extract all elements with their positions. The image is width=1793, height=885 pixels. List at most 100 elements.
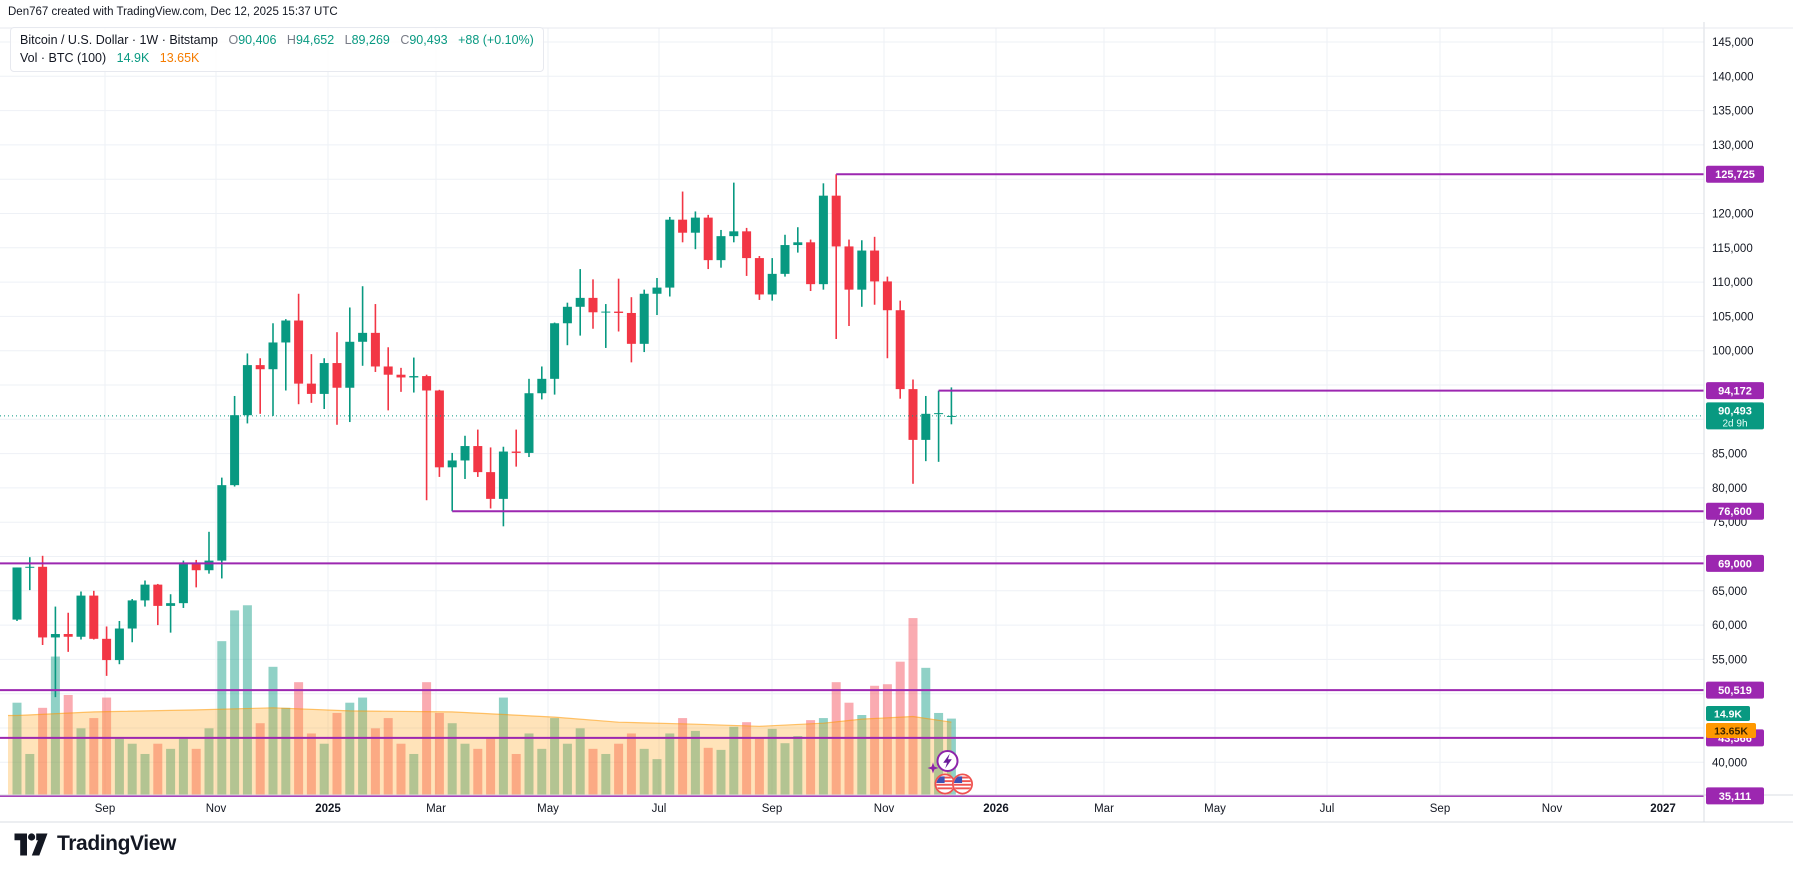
volume-bar [665, 733, 675, 795]
volume-bar [780, 743, 790, 795]
time-axis-tick-label[interactable]: Jul [1320, 803, 1335, 815]
volume-bar [921, 667, 931, 795]
volume-bar [652, 759, 662, 795]
time-axis-tick-label[interactable]: Jul [652, 803, 667, 815]
price-axis-tick-label[interactable]: 60,000 [1712, 620, 1747, 632]
volume-ma-line [8, 707, 952, 727]
price-level-label[interactable] [1706, 681, 1764, 699]
price-level-label[interactable] [1706, 502, 1764, 520]
candle-body [831, 195, 841, 247]
time-axis-tick-label[interactable]: Sep [95, 803, 115, 815]
volume-bar [396, 743, 406, 795]
us-flag-stripe [936, 787, 954, 790]
candle-body [242, 365, 252, 416]
tradingview-logo[interactable]: TradingView [14, 832, 176, 856]
candle-body [665, 219, 675, 288]
volume-bar [742, 722, 752, 795]
price-level-label[interactable] [1706, 554, 1764, 572]
price-axis-tick-label[interactable]: 85,000 [1712, 449, 1747, 461]
time-axis-tick-label[interactable]: May [1204, 803, 1226, 815]
time-axis-tick-label[interactable]: Nov [206, 803, 227, 815]
candle-body [358, 332, 368, 342]
close-value: 90,493 [409, 33, 448, 47]
time-axis-tick-label[interactable]: 2026 [983, 803, 1009, 815]
candle-body [870, 250, 880, 282]
volume-indicator-title[interactable]: Vol · BTC (100) [20, 51, 107, 65]
price-level-label[interactable] [1706, 787, 1764, 805]
price-axis-tick-label[interactable]: 140,000 [1712, 71, 1754, 83]
price-axis-tick-label[interactable]: 130,000 [1712, 140, 1754, 152]
candle-body [422, 376, 432, 391]
symbol-title[interactable]: Bitcoin / U.S. Dollar · 1W · Bitstamp [20, 33, 218, 47]
candle-body [102, 638, 112, 661]
us-flag-stripe [936, 776, 945, 783]
volume-bar [678, 718, 688, 795]
candle-body [76, 595, 86, 637]
time-axis-tick-label[interactable]: Mar [426, 803, 446, 815]
candle-body [806, 242, 816, 285]
candle-body [844, 246, 854, 290]
volume-bar [895, 661, 905, 795]
time-axis-tick-label[interactable]: 2027 [1650, 803, 1676, 815]
time-axis-tick-label[interactable]: May [537, 803, 559, 815]
price-level-label-text: 94,172 [1718, 386, 1752, 398]
price-axis-tick-label[interactable]: 145,000 [1712, 37, 1754, 49]
candle-body [38, 566, 48, 638]
volume-bar [818, 718, 828, 795]
volume-bar [524, 733, 534, 795]
candle-body [793, 242, 803, 246]
high-label: H [286, 33, 296, 47]
price-level-label-text: 125,725 [1715, 169, 1755, 181]
price-axis-tick-label[interactable]: 55,000 [1712, 654, 1747, 666]
price-axis-tick-label[interactable]: 105,000 [1712, 311, 1754, 323]
volume-value-label [1706, 706, 1750, 721]
candle-body [140, 584, 150, 601]
us-flag-event-icon[interactable] [952, 773, 974, 795]
time-axis-tick-label[interactable]: Sep [762, 803, 782, 815]
volume-bar [537, 748, 547, 795]
us-flag-stripe [953, 780, 972, 783]
time-axis-tick-label[interactable]: 2025 [315, 803, 341, 815]
price-axis-tick-label[interactable]: 80,000 [1712, 483, 1747, 495]
candle-body [370, 332, 380, 367]
volume-ma-label [1706, 723, 1756, 738]
volume-bar [319, 743, 329, 795]
candle-body [434, 390, 444, 468]
volume-bar [358, 697, 368, 795]
price-axis-tick-label[interactable]: 100,000 [1712, 346, 1754, 358]
candle-body [460, 446, 470, 461]
us-flag-event-icon[interactable] [934, 773, 956, 795]
candle-body [882, 281, 892, 311]
symbol-legend-row: Bitcoin / U.S. Dollar · 1W · Bitstamp O9… [20, 31, 534, 49]
volume-bar [550, 718, 560, 795]
candle-body [217, 485, 227, 561]
candle-body [524, 393, 534, 453]
price-level-label-text: 69,000 [1718, 558, 1752, 570]
volume-bar [166, 748, 176, 795]
time-axis-tick-label[interactable]: Nov [874, 803, 895, 815]
chart-legend: Bitcoin / U.S. Dollar · 1W · Bitstamp O9… [10, 27, 544, 72]
candle-body [114, 628, 124, 661]
volume-bar [498, 697, 508, 795]
price-level-label[interactable] [1706, 382, 1764, 400]
volume-bar [345, 702, 355, 795]
price-axis-tick-label[interactable]: 75,000 [1712, 517, 1747, 529]
candle-body [306, 383, 316, 394]
price-level-label[interactable] [1706, 165, 1764, 183]
candle-body [473, 446, 483, 473]
candle-body [946, 415, 956, 417]
price-axis-tick-label[interactable]: 135,000 [1712, 106, 1754, 118]
price-axis-tick-label[interactable]: 115,000 [1712, 243, 1753, 255]
time-axis-tick-label[interactable]: Sep [1430, 803, 1450, 815]
volume-bar [447, 723, 457, 795]
time-axis-tick-label[interactable]: Mar [1094, 803, 1114, 815]
candle-body [294, 320, 304, 384]
volume-bar [703, 747, 713, 795]
price-axis-tick-label[interactable]: 110,000 [1712, 277, 1753, 289]
time-axis-tick-label[interactable]: Nov [1542, 803, 1563, 815]
candle-body [857, 250, 867, 290]
price-axis-tick-label[interactable]: 65,000 [1712, 586, 1747, 598]
price-axis-tick-label[interactable]: 120,000 [1712, 209, 1754, 221]
price-axis-tick-label[interactable]: 40,000 [1712, 757, 1747, 769]
